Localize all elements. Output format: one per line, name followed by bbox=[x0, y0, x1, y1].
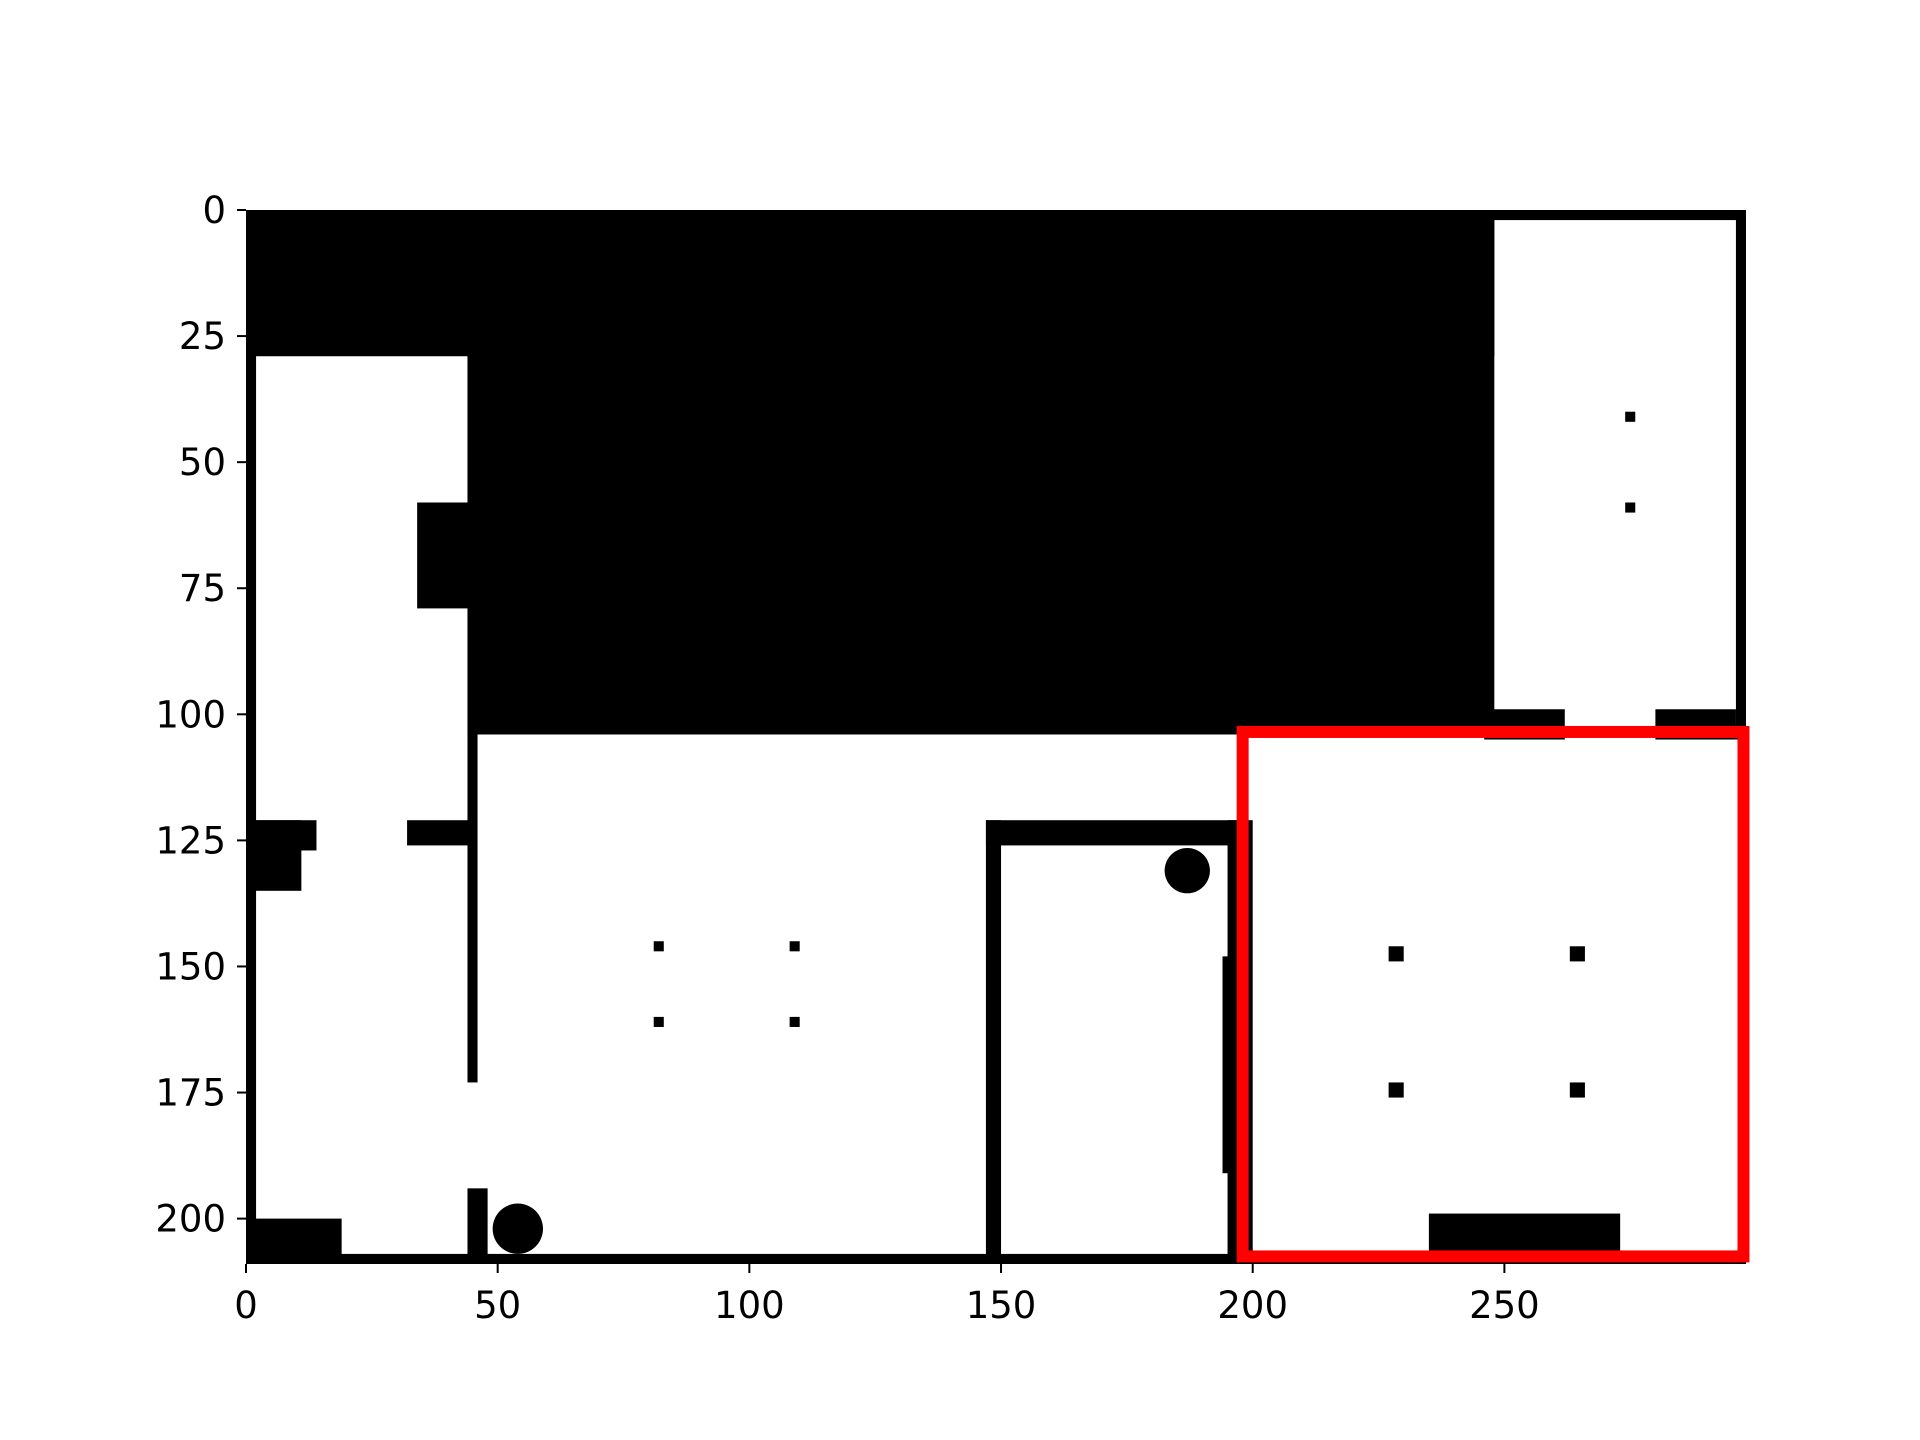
occupied-cell bbox=[246, 1218, 342, 1264]
y-tick-label: 125 bbox=[155, 819, 226, 862]
occupied-blob bbox=[1164, 847, 1210, 894]
x-tick-label: 100 bbox=[714, 1284, 785, 1327]
y-tick-label: 100 bbox=[155, 693, 226, 736]
highlight-box bbox=[1236, 725, 1750, 1263]
occupied-cell bbox=[1388, 1082, 1404, 1098]
occupied-cell bbox=[467, 210, 1495, 735]
occupied-cell bbox=[1625, 502, 1636, 513]
occupied-cell bbox=[1388, 946, 1404, 962]
occupied-cell bbox=[1569, 946, 1585, 962]
x-tick-label: 150 bbox=[966, 1284, 1037, 1327]
x-tick-label: 50 bbox=[474, 1284, 521, 1327]
occupied-cell bbox=[246, 820, 302, 891]
y-tick-label: 75 bbox=[179, 567, 226, 610]
y-tick-label: 0 bbox=[202, 189, 226, 232]
occupied-cell bbox=[467, 356, 478, 1083]
occupied-cell bbox=[467, 1188, 488, 1264]
y-tick-label: 25 bbox=[179, 315, 226, 358]
occupied-cell bbox=[789, 1016, 800, 1027]
occupied-cell bbox=[653, 1016, 664, 1027]
y-tick-label: 50 bbox=[179, 441, 226, 484]
x-tick-label: 0 bbox=[234, 1284, 258, 1327]
y-tick-label: 175 bbox=[155, 1072, 226, 1115]
occupied-cell bbox=[1735, 210, 1746, 740]
occupied-blob bbox=[492, 1203, 543, 1254]
x-tick-label: 200 bbox=[1217, 1284, 1288, 1327]
occupied-cell bbox=[417, 502, 473, 609]
occupied-cell bbox=[1569, 1082, 1585, 1098]
occupied-cell bbox=[246, 210, 257, 1264]
x-tick-label: 250 bbox=[1469, 1284, 1540, 1327]
highlight-layer bbox=[1236, 725, 1750, 1263]
axes: 0 50 100 150 200 250 0 25 50 75 100 125 150 175 200 bbox=[155, 189, 1539, 1327]
y-tick-label: 200 bbox=[155, 1198, 226, 1241]
occupied-cell bbox=[985, 820, 1248, 846]
occupied-cell bbox=[985, 820, 1002, 1264]
occupied-cell bbox=[789, 941, 800, 952]
y-tick-label: 150 bbox=[155, 945, 226, 988]
occupied-cell bbox=[1625, 411, 1636, 422]
occupied-cell bbox=[653, 941, 664, 952]
occupied-cell bbox=[407, 820, 473, 846]
